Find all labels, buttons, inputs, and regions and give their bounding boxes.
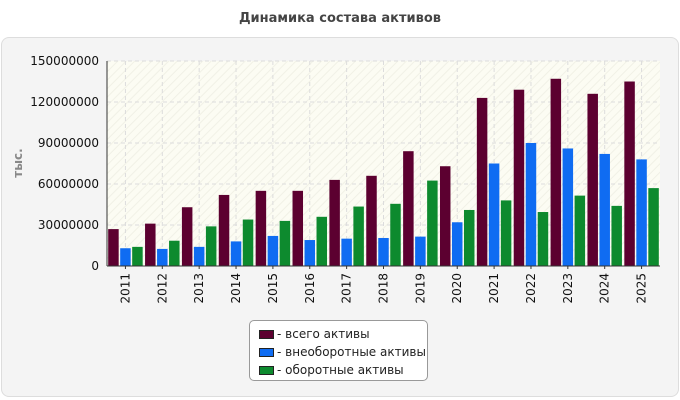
chart-title: Динамика состава активов	[238, 11, 442, 26]
bar-2017-series-0	[329, 179, 340, 266]
bar-2018-series-1	[378, 237, 389, 266]
bar-2016-series-2	[316, 216, 328, 266]
bar-2025-series-0	[624, 81, 635, 266]
bar-2022-series-1	[525, 143, 537, 266]
y-tick-label: 90000000	[38, 136, 99, 150]
x-tick-label-2014: 2014	[229, 273, 243, 304]
bar-2011-series-0	[108, 229, 119, 266]
bar-2024-series-2	[611, 205, 622, 266]
bar-2014-series-0	[218, 194, 230, 266]
x-tick-label-2024: 2024	[598, 273, 612, 304]
legend-label-current: - оборотные активы	[277, 363, 404, 377]
bar-2012-series-1	[157, 248, 168, 266]
bar-2015-series-2	[279, 220, 291, 266]
bar-2018-series-0	[366, 175, 377, 266]
x-tick-label-2020: 2020	[450, 273, 464, 304]
bar-2019-series-0	[403, 151, 414, 266]
x-tick-label-2013: 2013	[192, 273, 206, 304]
bar-2011-series-1	[120, 248, 131, 266]
bar-2013-series-0	[181, 207, 193, 266]
bar-2024-series-0	[587, 93, 598, 266]
y-tick-label: 30000000	[38, 218, 99, 232]
bar-2013-series-1	[193, 246, 205, 266]
legend: - всего активы - внеоборотные активы - о…	[249, 320, 428, 381]
bar-2012-series-0	[145, 223, 156, 266]
x-tick-label-2019: 2019	[413, 273, 427, 304]
legend-item-current: - оборотные активы	[259, 361, 427, 379]
legend-swatch-current	[259, 365, 274, 375]
bar-2022-series-2	[537, 212, 549, 266]
bar-2023-series-0	[550, 78, 562, 267]
bar-2016-series-0	[292, 190, 304, 266]
x-tick-label-2011: 2011	[118, 273, 132, 304]
bar-2014-series-1	[230, 241, 242, 266]
x-tick-label-2015: 2015	[266, 273, 280, 304]
legend-label-total: - всего активы	[277, 327, 370, 341]
bar-2012-series-2	[169, 240, 180, 266]
bar-2023-series-1	[562, 148, 574, 266]
bar-2020-series-1	[451, 222, 463, 266]
bar-2017-series-1	[341, 238, 352, 266]
y-tick-label: 60000000	[38, 177, 99, 191]
legend-item-total: - всего активы	[259, 325, 427, 343]
bar-2019-series-2	[427, 180, 438, 266]
bar-2025-series-2	[648, 188, 659, 266]
x-tick-label-2023: 2023	[561, 273, 575, 304]
x-tick-label-2022: 2022	[524, 273, 538, 304]
y-tick-label: 120000000	[30, 95, 99, 109]
legend-swatch-noncurrent	[259, 347, 274, 357]
bar-2011-series-2	[132, 246, 143, 266]
bar-2021-series-0	[476, 97, 488, 267]
bar-2023-series-2	[574, 195, 586, 266]
y-tick-label: 150000000	[30, 54, 99, 68]
bar-2017-series-2	[353, 206, 364, 266]
x-tick-label-2016: 2016	[303, 273, 317, 304]
legend-swatch-total	[259, 329, 274, 339]
bar-2015-series-0	[255, 190, 267, 266]
bar-2025-series-1	[636, 159, 647, 266]
y-tick-label: 0	[91, 259, 99, 273]
bar-2021-series-1	[488, 163, 500, 266]
bar-2022-series-0	[513, 89, 525, 266]
x-tick-label-2012: 2012	[155, 273, 169, 304]
bar-2020-series-2	[463, 209, 475, 266]
bar-2013-series-2	[205, 226, 217, 266]
bar-2020-series-0	[439, 166, 451, 266]
x-tick-label-2021: 2021	[487, 273, 501, 304]
bar-2024-series-1	[599, 153, 610, 266]
x-tick-label-2018: 2018	[377, 273, 391, 304]
x-tick-label-2017: 2017	[340, 273, 354, 304]
bar-2021-series-2	[500, 200, 512, 266]
bar-2018-series-2	[390, 203, 401, 266]
x-tick-label-2025: 2025	[635, 273, 649, 304]
bar-2015-series-1	[267, 235, 279, 266]
legend-label-noncurrent: - внеоборотные активы	[277, 345, 426, 359]
bar-2014-series-2	[242, 219, 254, 266]
y-axis-label: тыс.	[11, 148, 25, 177]
bar-2016-series-1	[304, 240, 316, 266]
bar-2019-series-1	[415, 236, 426, 266]
legend-item-noncurrent: - внеоборотные активы	[259, 343, 427, 361]
